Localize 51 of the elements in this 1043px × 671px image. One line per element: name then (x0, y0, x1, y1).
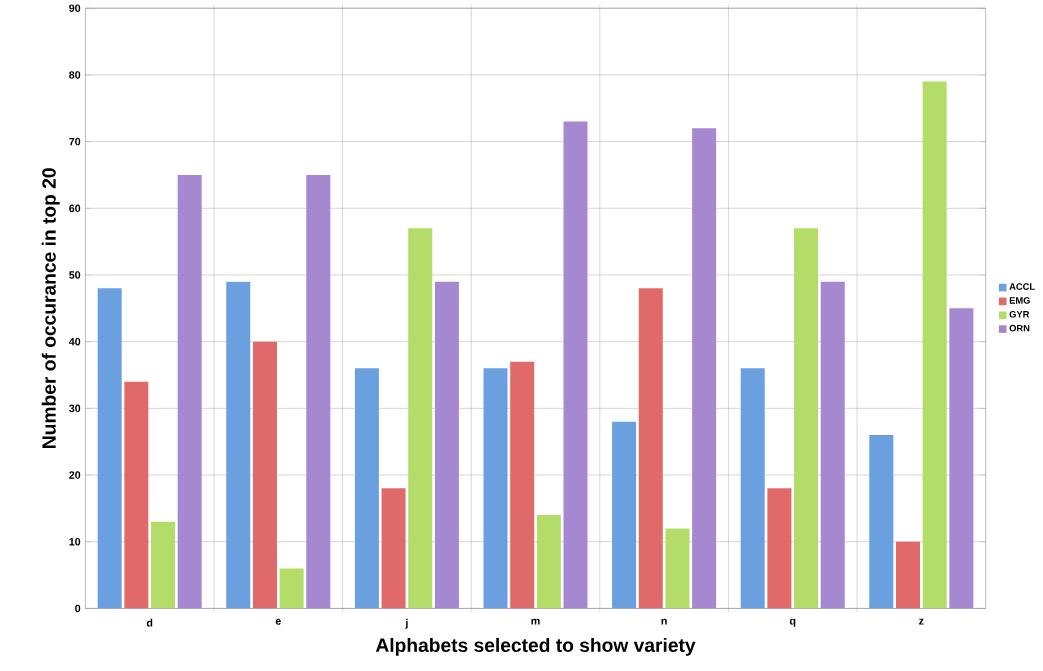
y-tick-label: 10 (69, 537, 81, 546)
bar (794, 228, 819, 609)
legend-label: ACCL (1009, 283, 1035, 290)
bar (563, 121, 588, 609)
bar (665, 528, 690, 609)
x-tick-label: m (531, 618, 540, 625)
y-tick-label: 90 (69, 4, 81, 12)
bar (252, 341, 277, 609)
bar (354, 368, 379, 609)
x-axis-title: Alphabets selected to show variety (375, 637, 696, 656)
bar (408, 228, 433, 609)
bar (869, 434, 894, 609)
bar (124, 381, 149, 609)
bar (536, 515, 561, 609)
y-tick-label: 0 (75, 604, 81, 613)
y-axis-title: Number of occurance in top 20 (41, 168, 60, 448)
y-tick-label: 80 (69, 71, 81, 79)
bar (306, 174, 331, 609)
bar (922, 81, 947, 609)
bar (692, 128, 717, 609)
bar (767, 488, 792, 609)
y-tick-label: 60 (69, 204, 81, 213)
bar (612, 421, 637, 609)
bar (510, 361, 535, 609)
bar (896, 541, 920, 609)
bar (97, 288, 122, 609)
y-tick-label: 50 (69, 271, 81, 279)
bar (151, 521, 176, 609)
x-tick-label: n (661, 618, 667, 625)
bar (279, 568, 304, 609)
x-tick-label: d (146, 618, 153, 627)
bar (381, 488, 406, 609)
legend-label: GYR (1009, 310, 1030, 318)
y-tick-label: 40 (68, 337, 81, 346)
y-tick-label: 30 (69, 404, 81, 413)
y-tick-label: 20 (69, 471, 81, 479)
x-tick-label: z (919, 618, 924, 625)
bar (949, 308, 974, 609)
bar (638, 288, 663, 609)
bar (177, 174, 202, 609)
bar (740, 368, 765, 609)
x-tick-label: q (789, 618, 796, 627)
bar (434, 281, 459, 609)
x-tick-label: e (275, 618, 281, 625)
bar (226, 281, 251, 609)
y-tick-label: 70 (69, 137, 81, 146)
x-tick-label: j (405, 618, 408, 629)
bar (483, 368, 508, 609)
legend-label: EMG (1009, 297, 1030, 304)
bar (820, 281, 845, 609)
legend-label: ORN (1009, 324, 1030, 332)
